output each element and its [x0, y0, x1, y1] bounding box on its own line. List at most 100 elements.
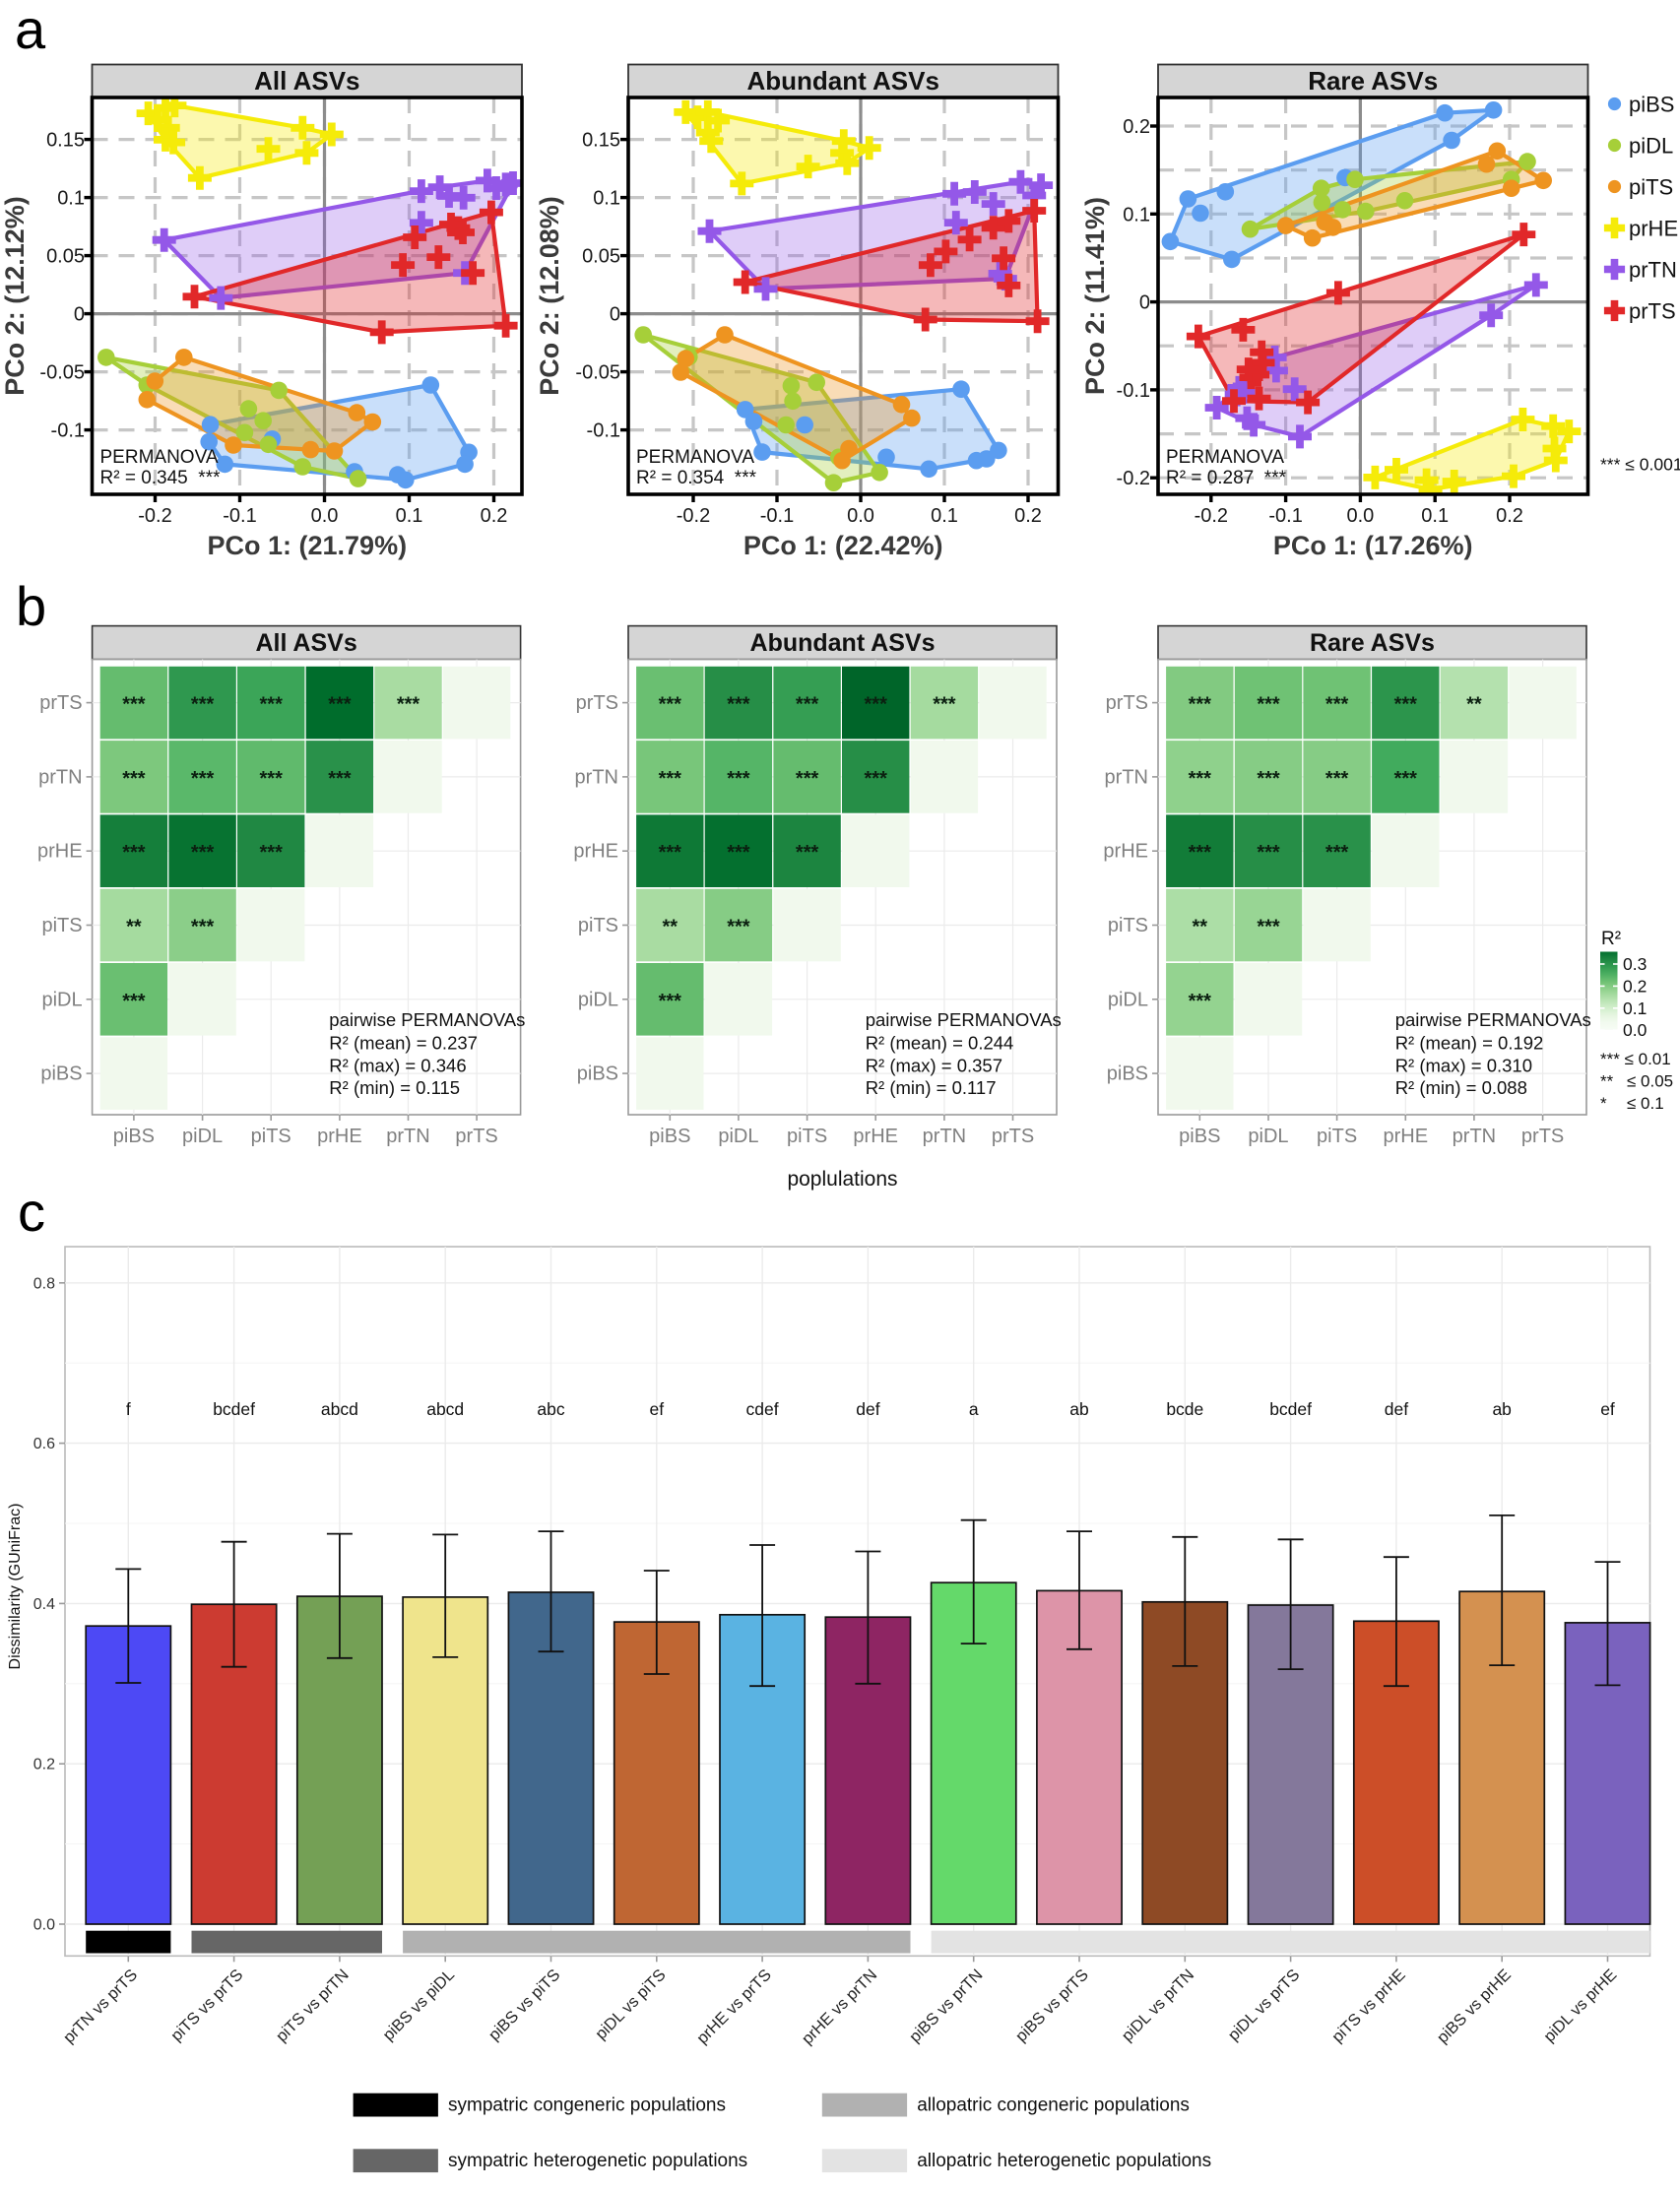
svg-text:**: **	[663, 917, 678, 938]
svg-text:prHE: prHE	[1384, 1126, 1429, 1147]
svg-text:***: ***	[727, 768, 750, 790]
svg-text:≤ 0.1: ≤ 0.1	[1627, 1094, 1664, 1113]
svg-text:PCo 1: (22.42%): PCo 1: (22.42%)	[743, 531, 943, 560]
svg-text:PERMANOVA: PERMANOVA	[1166, 447, 1284, 468]
svg-text:prTS: prTS	[1106, 692, 1148, 714]
svg-text:0.6: 0.6	[33, 1436, 55, 1452]
svg-text:prTS: prTS	[1629, 299, 1676, 324]
svg-text:poplulations: poplulations	[787, 1168, 897, 1191]
svg-text:prTN: prTN	[923, 1126, 966, 1147]
svg-text:-0.2: -0.2	[1117, 468, 1150, 489]
svg-text:prTN: prTN	[1105, 766, 1148, 788]
svg-text:0.2: 0.2	[1123, 116, 1150, 138]
svg-text:abcd: abcd	[426, 1399, 464, 1419]
svg-text:piTS: piTS	[251, 1126, 291, 1147]
svg-text:-0.2: -0.2	[677, 505, 710, 527]
svg-text:***: ***	[727, 694, 750, 716]
svg-text:piBS: piBS	[1107, 1063, 1148, 1085]
svg-text:PCo 1: (21.79%): PCo 1: (21.79%)	[208, 531, 408, 560]
svg-text:***: ***	[191, 917, 215, 938]
svg-text:piTS: piTS	[1317, 1126, 1357, 1147]
svg-text:**: **	[1466, 694, 1482, 716]
svg-text:abcd: abcd	[321, 1399, 358, 1419]
svg-text:***: ***	[1394, 694, 1418, 716]
svg-text:***: ***	[796, 842, 819, 864]
svg-text:0.3: 0.3	[1623, 954, 1647, 974]
svg-text:***: ***	[727, 842, 750, 864]
svg-text:bcde: bcde	[1166, 1399, 1203, 1419]
svg-text:***: ***	[122, 694, 146, 716]
svg-text:piDL: piDL	[41, 989, 82, 1010]
svg-text:0: 0	[74, 304, 85, 326]
svg-text:***: ***	[1325, 842, 1349, 864]
svg-text:***: ***	[1189, 768, 1212, 790]
svg-text:PCo 2: (12.08%): PCo 2: (12.08%)	[535, 196, 564, 396]
svg-text:R² (max) = 0.310: R² (max) = 0.310	[1395, 1055, 1532, 1075]
svg-text:def: def	[1385, 1399, 1408, 1419]
svg-text:Rare ASVs: Rare ASVs	[1308, 66, 1438, 96]
svg-text:R² = 0.345 ***: R² = 0.345 ***	[100, 468, 222, 488]
svg-text:b: b	[16, 575, 46, 637]
svg-text:bcdef: bcdef	[1269, 1399, 1312, 1419]
svg-text:-0.2: -0.2	[138, 505, 171, 527]
svg-text:prTN: prTN	[386, 1126, 429, 1147]
svg-text:*** ≤ 0.001: *** ≤ 0.001	[1600, 455, 1680, 475]
svg-text:***: ***	[191, 842, 215, 864]
svg-text:pairwise PERMANOVAs: pairwise PERMANOVAs	[866, 1009, 1062, 1030]
svg-text:0.1: 0.1	[593, 188, 620, 210]
svg-text:0.0: 0.0	[847, 505, 874, 527]
svg-text:*** ≤ 0.01: *** ≤ 0.01	[1600, 1050, 1671, 1068]
svg-text:R² (max) = 0.357: R² (max) = 0.357	[866, 1055, 1002, 1075]
svg-text:R² (max) = 0.346: R² (max) = 0.346	[329, 1055, 466, 1075]
svg-text:sympatric heterogenetic popula: sympatric heterogenetic populations	[448, 2151, 747, 2171]
svg-text:-0.05: -0.05	[575, 362, 620, 384]
svg-text:-0.2: -0.2	[1195, 505, 1228, 527]
svg-text:***: ***	[1189, 694, 1212, 716]
svg-text:ef: ef	[1600, 1399, 1615, 1419]
svg-text:pairwise PERMANOVAs: pairwise PERMANOVAs	[329, 1009, 525, 1030]
svg-text:Abundant ASVs: Abundant ASVs	[746, 66, 938, 96]
svg-text:*: *	[1600, 1094, 1607, 1113]
svg-text:piTS: piTS	[1629, 175, 1673, 200]
svg-text:piBS: piBS	[40, 1063, 82, 1085]
svg-text:R² (min) = 0.088: R² (min) = 0.088	[1395, 1077, 1527, 1098]
svg-text:0.2: 0.2	[1014, 505, 1042, 527]
svg-text:-0.1: -0.1	[587, 420, 620, 442]
svg-text:def: def	[856, 1399, 879, 1419]
svg-text:***: ***	[1257, 694, 1280, 716]
svg-text:PCo 2: (12.12%): PCo 2: (12.12%)	[0, 196, 30, 396]
svg-text:**: **	[1600, 1072, 1614, 1091]
svg-text:***: ***	[191, 768, 215, 790]
svg-text:R² = 0.354 ***: R² = 0.354 ***	[636, 468, 757, 488]
svg-text:Abundant ASVs: Abundant ASVs	[750, 629, 936, 657]
svg-text:0.05: 0.05	[46, 246, 85, 268]
svg-text:0.0: 0.0	[33, 1917, 55, 1934]
svg-text:prTS: prTS	[39, 692, 82, 714]
svg-text:prTS: prTS	[1521, 1126, 1564, 1147]
svg-text:Dissimilarity (GUniFrac): Dissimilarity (GUniFrac)	[7, 1504, 24, 1670]
svg-text:***: ***	[659, 842, 682, 864]
svg-text:piBS: piBS	[1179, 1126, 1220, 1147]
svg-text:R² (min) = 0.117: R² (min) = 0.117	[866, 1077, 997, 1098]
svg-text:0.2: 0.2	[1623, 976, 1647, 996]
svg-text:cdef: cdef	[746, 1399, 779, 1419]
svg-text:0.2: 0.2	[481, 505, 508, 527]
svg-text:abc: abc	[537, 1399, 564, 1419]
svg-text:0: 0	[1139, 292, 1150, 314]
svg-text:prHE: prHE	[37, 841, 83, 863]
svg-text:0.0: 0.0	[311, 505, 339, 527]
svg-text:***: ***	[1325, 768, 1349, 790]
svg-text:***: ***	[865, 768, 888, 790]
svg-text:piDL: piDL	[1248, 1126, 1288, 1147]
svg-text:0.8: 0.8	[33, 1275, 55, 1292]
svg-text:0.15: 0.15	[46, 130, 85, 152]
svg-text:***: ***	[1257, 842, 1280, 864]
svg-text:***: ***	[122, 768, 146, 790]
svg-text:-0.1: -0.1	[223, 505, 256, 527]
svg-text:piTS: piTS	[41, 915, 82, 936]
svg-text:bcdef: bcdef	[213, 1399, 255, 1419]
svg-text:***: ***	[397, 694, 420, 716]
svg-text:a: a	[969, 1399, 979, 1419]
svg-text:-0.1: -0.1	[760, 505, 794, 527]
svg-text:piTS: piTS	[578, 915, 618, 936]
